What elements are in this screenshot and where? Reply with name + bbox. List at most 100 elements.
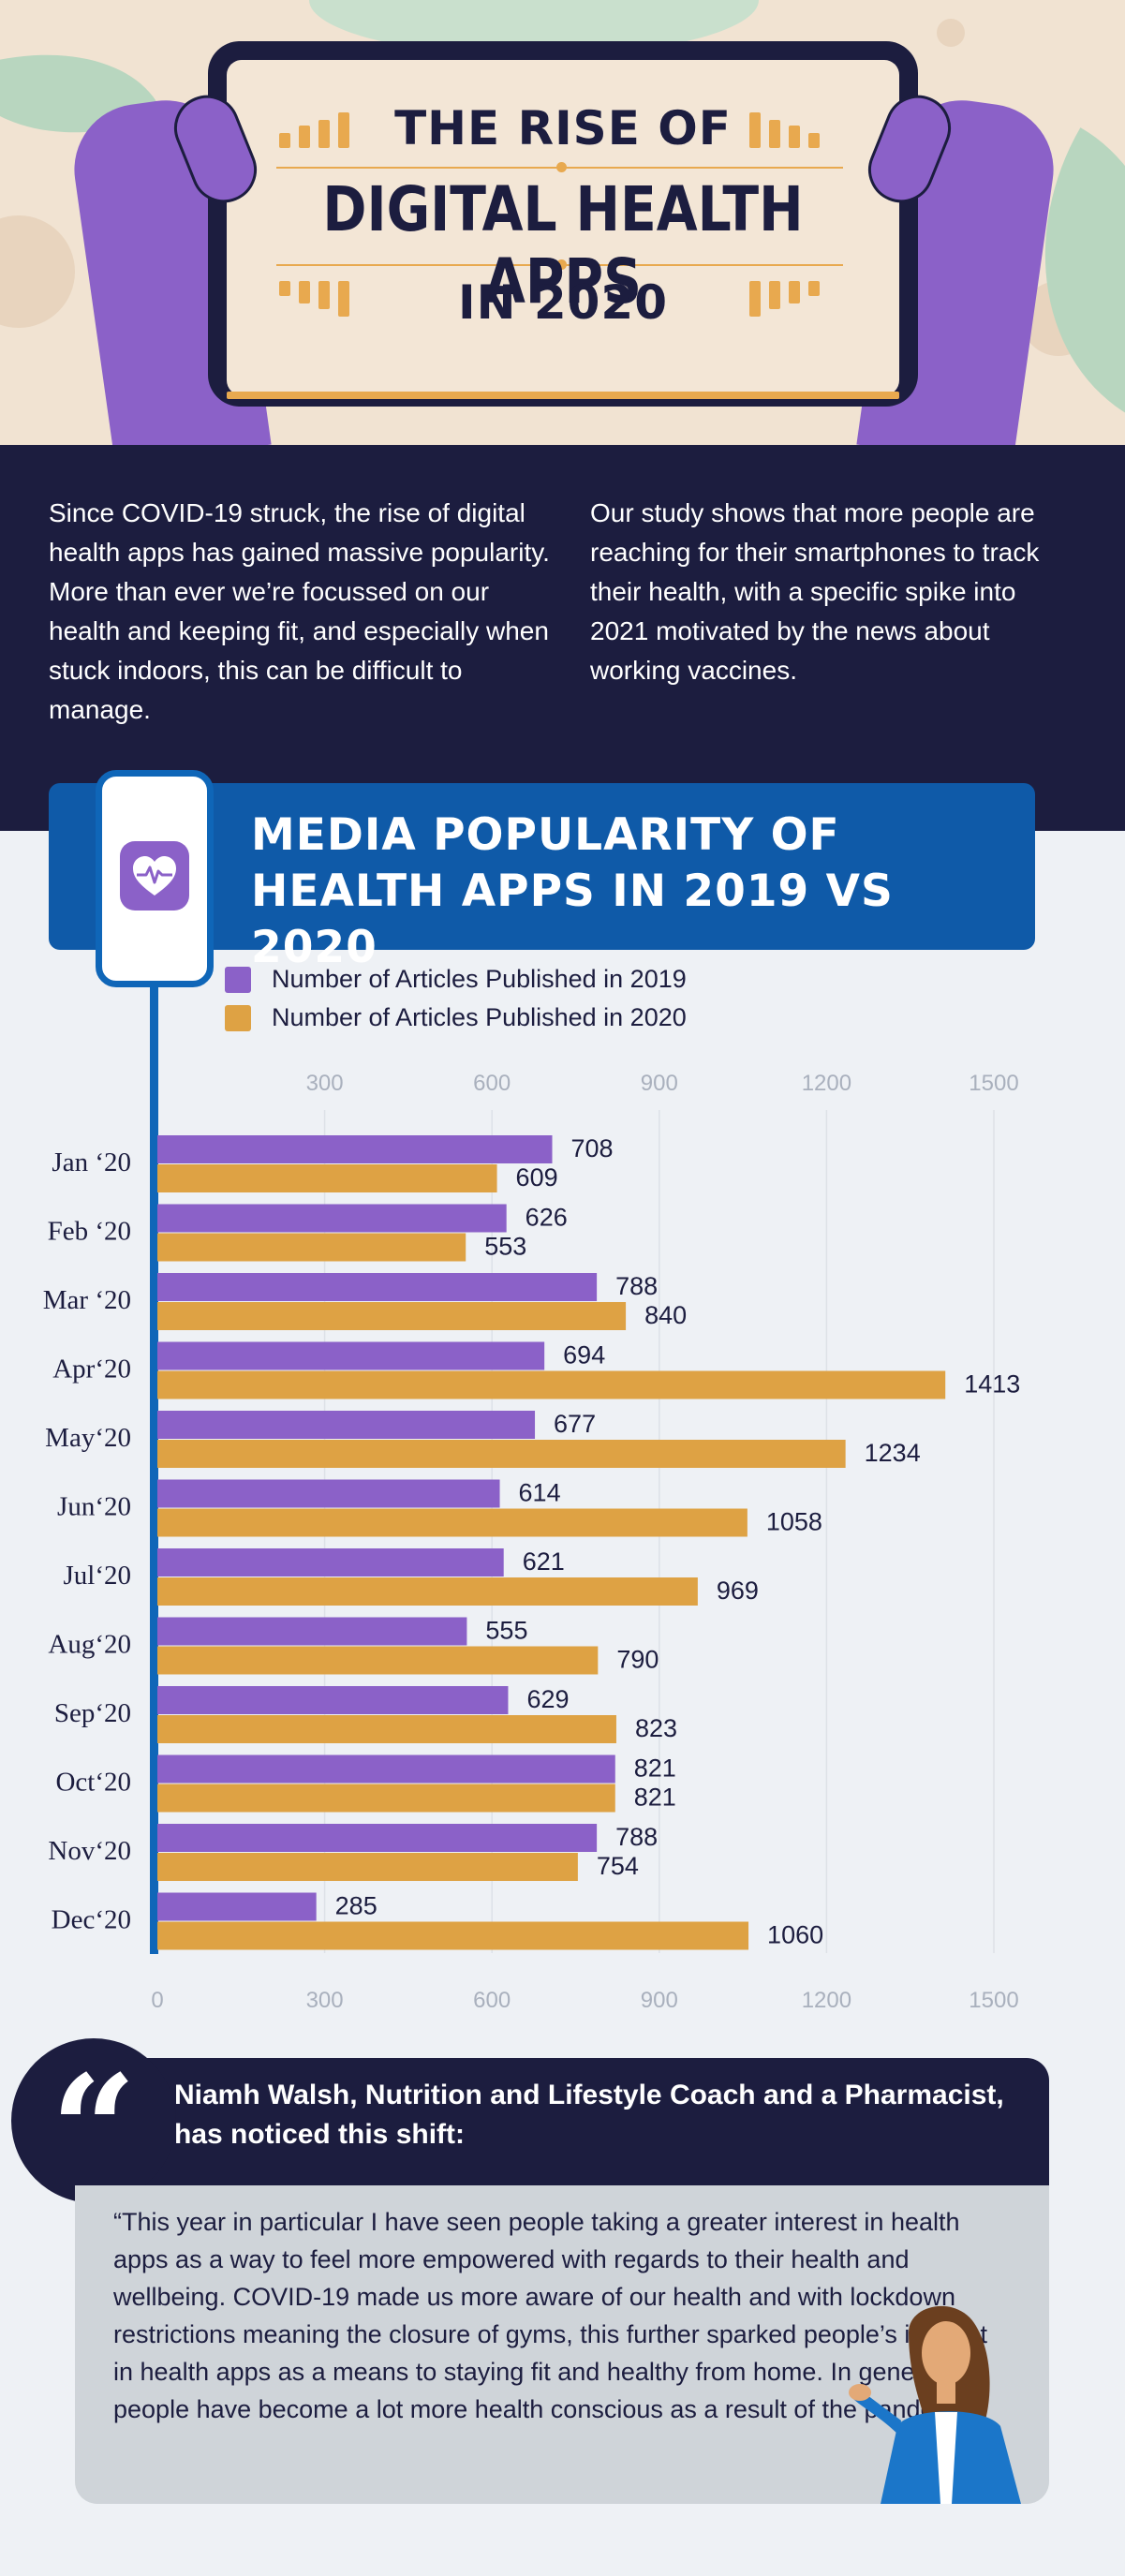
bottom-axis-tick-label: 0 xyxy=(151,1988,163,2013)
chart-labels: 300 600 900 1200 1500 0 300 600 900 1200 1500 Jan ‘… xyxy=(43,1071,1021,2013)
value-label-2019: 788 xyxy=(615,1272,658,1300)
hero-banner: THE RISE OF DIGITAL HEALTH APPS IN 2020 xyxy=(0,0,1125,445)
bar-2020 xyxy=(157,1784,615,1813)
category-label: Sep‘20 xyxy=(54,1698,131,1728)
heart-pulse-icon-graphic xyxy=(133,856,176,896)
value-label-2019: 677 xyxy=(554,1410,596,1438)
title-line-3: IN 2020 xyxy=(457,275,669,330)
value-label-2019: 629 xyxy=(526,1685,569,1713)
value-label-2019: 555 xyxy=(485,1617,527,1645)
bottom-axis-tick-label: 1500 xyxy=(969,1988,1018,2013)
category-label: Apr‘20 xyxy=(52,1355,131,1384)
background-blob xyxy=(0,215,75,328)
bottom-axis-tick-label: 900 xyxy=(641,1988,678,2013)
value-label-2019: 285 xyxy=(335,1892,377,1920)
bar-2019 xyxy=(157,1686,509,1714)
legend-label-2019: Number of Articles Published in 2019 xyxy=(272,965,687,993)
value-label-2019: 708 xyxy=(570,1134,613,1162)
bar-2019 xyxy=(157,1548,504,1577)
bar-2020 xyxy=(157,1370,946,1399)
bar-chart: 300 600 900 1200 1500 0 300 600 900 1200 1500 Jan ‘… xyxy=(43,1071,1021,2013)
title-bars-decoration xyxy=(279,281,349,317)
tablet-screen-edge xyxy=(227,392,899,399)
value-label-2020: 790 xyxy=(616,1646,659,1674)
value-label-2020: 1058 xyxy=(766,1508,822,1536)
legend-swatch-2020 xyxy=(225,1004,251,1031)
category-label: Feb ‘20 xyxy=(48,1217,131,1247)
value-label-2019: 821 xyxy=(634,1754,676,1783)
intro-section: Since COVID-19 struck, the rise of digit… xyxy=(0,445,1125,831)
value-label-2019: 788 xyxy=(615,1823,658,1851)
top-axis-tick-label: 600 xyxy=(473,1071,511,1096)
title-line-2: DIGITAL HEALTH APPS xyxy=(322,173,804,318)
bottom-axis-tick-label: 600 xyxy=(473,1988,511,2013)
top-axis-tick-label: 900 xyxy=(641,1071,678,1096)
value-label-2020: 754 xyxy=(597,1852,639,1880)
value-label-2019: 694 xyxy=(563,1341,605,1369)
bar-2020 xyxy=(157,1715,616,1743)
category-label: Oct‘20 xyxy=(55,1768,131,1798)
woman-illustration xyxy=(849,2305,1021,2504)
title-bars-decoration xyxy=(749,281,820,317)
top-axis-tick-label: 300 xyxy=(306,1071,344,1096)
intro-paragraph-left: Since COVID-19 struck, the rise of digit… xyxy=(49,498,550,724)
bar-2020 xyxy=(157,1577,698,1606)
bar-2020 xyxy=(157,1508,748,1537)
bar-2020 xyxy=(157,1302,627,1330)
category-label: Aug‘20 xyxy=(48,1630,131,1660)
quote-body xyxy=(75,2185,1049,2504)
value-label-2019: 621 xyxy=(523,1547,565,1576)
bar-2020 xyxy=(157,1853,578,1881)
title-dot xyxy=(556,259,567,270)
bar-2020 xyxy=(157,1233,466,1262)
quote-mark-icon: “ xyxy=(50,2042,138,2218)
bar-2020 xyxy=(157,1646,599,1675)
bar-2020 xyxy=(157,1921,749,1950)
intro-paragraph-right: Our study shows that more people are rea… xyxy=(590,498,1040,685)
value-label-2020: 1060 xyxy=(767,1921,823,1949)
bar-2019 xyxy=(157,1479,500,1508)
legend-label-2020: Number of Articles Published in 2020 xyxy=(272,1003,687,1031)
bar-2019 xyxy=(157,1273,598,1301)
title-line-1: THE RISE OF xyxy=(394,101,732,155)
category-label: Jul‘20 xyxy=(64,1561,132,1591)
value-label-2020: 823 xyxy=(635,1714,677,1742)
bottom-axis-tick-label: 1200 xyxy=(802,1988,851,2013)
legend-item-2019: Number of Articles Published in 2019 xyxy=(225,965,687,994)
bar-2019 xyxy=(157,1892,317,1921)
bar-2019 xyxy=(157,1617,467,1646)
bar-2019 xyxy=(157,1341,545,1370)
category-label: Nov‘20 xyxy=(48,1836,131,1866)
category-label: May‘20 xyxy=(45,1423,131,1453)
top-axis-tick-label: 1200 xyxy=(802,1071,851,1096)
bar-2019 xyxy=(157,1411,536,1439)
value-label-2020: 1234 xyxy=(865,1439,921,1467)
top-axis-tick-label: 1500 xyxy=(969,1071,1018,1096)
value-label-2020: 609 xyxy=(516,1163,558,1192)
bar-2019 xyxy=(157,1754,615,1784)
title-bars-decoration xyxy=(279,112,349,148)
bar-2019 xyxy=(157,1204,507,1233)
category-label: Dec‘20 xyxy=(52,1905,131,1935)
bar-2019 xyxy=(157,1824,598,1852)
value-label-2020: 969 xyxy=(717,1577,759,1605)
value-label-2019: 614 xyxy=(519,1479,561,1507)
legend-item-2020: Number of Articles Published in 2020 xyxy=(225,1003,687,1032)
value-label-2020: 821 xyxy=(634,1784,676,1812)
bottom-axis-tick-label: 300 xyxy=(306,1988,344,2013)
legend-swatch-2019 xyxy=(225,966,251,993)
quote-text: “This year in particular I have seen peo… xyxy=(113,2208,990,2423)
bar-2019 xyxy=(157,1135,553,1163)
chart-bars xyxy=(157,1135,946,1950)
background-blob xyxy=(937,19,965,47)
category-label: Jun‘20 xyxy=(57,1492,131,1522)
quote-header xyxy=(75,2058,1049,2185)
quote-attribution: Niamh Walsh, Nutrition and Lifestyle Coa… xyxy=(174,2080,1004,2150)
value-label-2020: 553 xyxy=(484,1233,526,1261)
category-label: Mar ‘20 xyxy=(43,1285,131,1315)
timeline-line xyxy=(150,985,158,1954)
title-bars-decoration xyxy=(749,112,820,148)
value-label-2020: 1413 xyxy=(964,1370,1020,1399)
category-label: Jan ‘20 xyxy=(52,1147,131,1177)
heart-pulse-icon xyxy=(120,841,189,910)
